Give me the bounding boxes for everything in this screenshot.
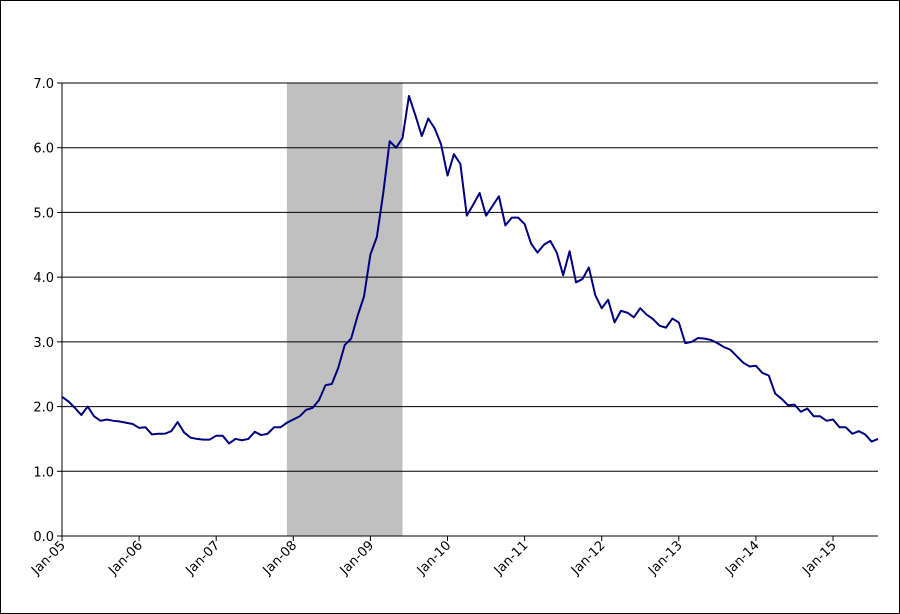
y-tick-label: 4.0 <box>33 271 54 286</box>
y-tick-label: 5.0 <box>33 206 54 221</box>
y-tick-label: 6.0 <box>33 142 54 157</box>
y-tick-label: 2.0 <box>33 401 54 416</box>
y-tick-label: 3.0 <box>33 336 54 351</box>
shaded-region <box>286 83 403 536</box>
y-tick-label: 7.0 <box>33 77 54 92</box>
y-tick-label: 0.0 <box>33 530 54 545</box>
data-line <box>61 94 879 445</box>
y-tick-label: 1.0 <box>33 465 54 480</box>
